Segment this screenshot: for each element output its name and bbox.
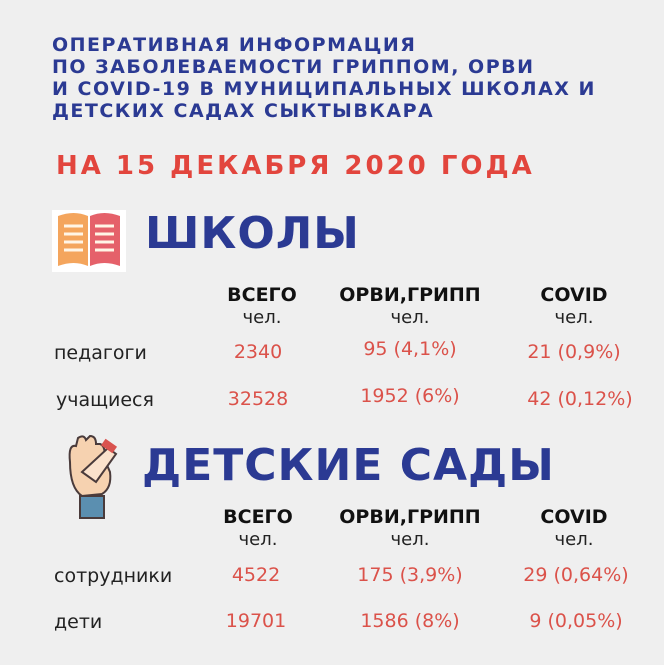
row-label: сотрудники — [54, 565, 173, 587]
column-header: ОРВИ,ГРИПП — [339, 506, 481, 528]
row-label: педагоги — [54, 342, 147, 364]
column-header: COVID — [540, 506, 608, 528]
title-line: ОПЕРАТИВНАЯ ИНФОРМАЦИЯ — [52, 34, 417, 56]
row-label: учащиеся — [56, 389, 154, 411]
column-unit: чел. — [238, 529, 278, 550]
cell-value: 21 (0,9%) — [527, 341, 621, 363]
cell-value: 29 (0,64%) — [523, 564, 629, 586]
column-header: ВСЕГО — [223, 506, 293, 528]
kindergartens-heading: ДЕТСКИЕ САДЫ — [142, 440, 555, 491]
cell-value: 42 (0,12%) — [527, 388, 633, 410]
column-header: ОРВИ,ГРИПП — [339, 284, 481, 306]
cell-value: 4522 — [231, 564, 281, 586]
cell-value: 9 (0,05%) — [529, 610, 623, 632]
schools-heading: ШКОЛЫ — [145, 208, 360, 259]
row-label: дети — [54, 611, 103, 633]
cell-value: 1586 (8%) — [360, 610, 460, 632]
book-icon — [52, 210, 126, 272]
cell-value: 32528 — [227, 388, 289, 410]
hands-icon — [68, 434, 118, 519]
cell-value: 1952 (6%) — [360, 385, 460, 407]
cell-value: 2340 — [233, 341, 283, 363]
cell-value: 95 (4,1%) — [363, 338, 457, 360]
page-title: ОПЕРАТИВНАЯ ИНФОРМАЦИЯ ПО ЗАБОЛЕВАЕМОСТИ… — [52, 34, 596, 122]
column-unit: чел. — [554, 307, 594, 328]
column-unit: чел. — [390, 307, 430, 328]
report-date: НА 15 ДЕКАБРЯ 2020 ГОДА — [56, 151, 535, 181]
column-unit: чел. — [554, 529, 594, 550]
column-header: COVID — [540, 284, 608, 306]
title-line: ПО ЗАБОЛЕВАЕМОСТИ ГРИППОМ, ОРВИ — [52, 56, 535, 78]
cell-value: 19701 — [225, 610, 287, 632]
title-line: ДЕТСКИХ САДАХ СЫКТЫВКАРА — [52, 100, 435, 122]
title-line: И COVID-19 В МУНИЦИПАЛЬНЫХ ШКОЛАХ И — [52, 78, 596, 100]
cell-value: 175 (3,9%) — [357, 564, 463, 586]
column-header: ВСЕГО — [227, 284, 297, 306]
column-unit: чел. — [242, 307, 282, 328]
column-unit: чел. — [390, 529, 430, 550]
